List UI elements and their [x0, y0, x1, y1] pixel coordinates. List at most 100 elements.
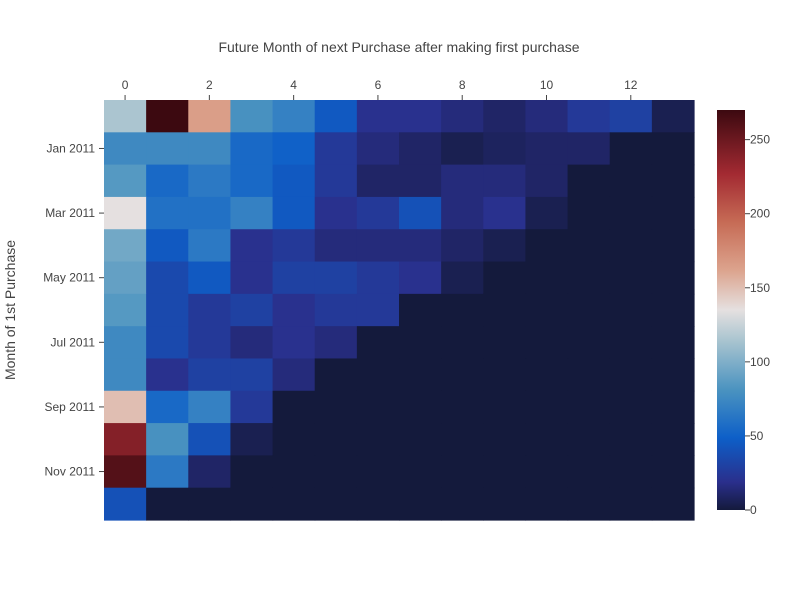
heatmap-cell	[314, 196, 358, 230]
heatmap-cell	[525, 164, 569, 198]
heatmap-cell	[146, 423, 189, 456]
heatmap-cell	[609, 423, 653, 456]
heatmap-cell	[356, 132, 400, 166]
heatmap-cell	[651, 196, 695, 230]
heatmap-cell	[609, 487, 653, 521]
heatmap-cell	[314, 100, 358, 133]
heatmap-cell	[525, 358, 569, 392]
heatmap-cell	[146, 358, 189, 392]
heatmap-cell	[609, 229, 653, 263]
heatmap-cell	[104, 164, 147, 198]
heatmap-cell	[272, 326, 316, 360]
heatmap-cell	[609, 196, 653, 230]
heatmap-cell	[483, 455, 527, 489]
heatmap-cell	[483, 132, 527, 166]
heatmap-cell	[525, 293, 569, 327]
heatmap-cell	[399, 390, 442, 424]
heatmap-cell	[567, 423, 611, 456]
heatmap-cell	[146, 390, 189, 424]
y-axis-title: Month of 1st Purchase	[2, 240, 18, 380]
heatmap-cell	[525, 423, 569, 456]
heatmap-cell	[188, 132, 232, 166]
heatmap-cell	[272, 229, 316, 263]
heatmap-cell	[525, 229, 569, 263]
heatmap-cell	[272, 164, 316, 198]
heatmap-cell	[314, 423, 358, 456]
heatmap-cell	[525, 390, 569, 424]
heatmap-cell	[567, 390, 611, 424]
heatmap-cell	[483, 358, 527, 392]
heatmap-cell	[525, 196, 569, 230]
colorbar-ticks: 0 50 100 150 200 250	[745, 133, 770, 517]
heatmap-cell	[314, 229, 358, 263]
heatmap-cell	[441, 423, 484, 456]
y-tick-label: Jan 2011	[47, 141, 96, 155]
heatmap-cell	[188, 326, 232, 360]
heatmap-cell	[567, 196, 611, 230]
heatmap-cell	[314, 487, 358, 521]
heatmap-cell	[399, 358, 442, 392]
heatmap-cell	[441, 390, 484, 424]
heatmap-cell	[230, 358, 274, 392]
heatmap-cell	[567, 229, 611, 263]
heatmap-cell	[104, 423, 147, 456]
heatmap-cell	[188, 229, 232, 263]
heatmap-cell	[356, 390, 400, 424]
heatmap-cell	[609, 164, 653, 198]
heatmap-cell	[230, 229, 274, 263]
heatmap-cell	[230, 132, 274, 166]
x-tick-label: 6	[375, 78, 382, 92]
x-tick-label: 10	[540, 78, 554, 92]
heatmap-cell	[356, 229, 400, 263]
heatmap-cell	[441, 229, 484, 263]
heatmap-cell	[483, 293, 527, 327]
heatmap-cell	[314, 132, 358, 166]
heatmap-cell	[609, 132, 653, 166]
heatmap-cell	[314, 455, 358, 489]
heatmap-cell	[525, 132, 569, 166]
colorbar-gradient	[717, 110, 745, 510]
heatmap-cell	[272, 196, 316, 230]
heatmap-cell	[146, 455, 189, 489]
heatmap-cell	[609, 293, 653, 327]
heatmap-cell	[146, 229, 189, 263]
heatmap-cell	[525, 487, 569, 521]
colorbar-tick-label: 150	[750, 281, 770, 295]
heatmap-cell	[399, 326, 442, 360]
heatmap-cell	[356, 487, 400, 521]
heatmap-cell	[272, 261, 316, 295]
heatmap-cell	[104, 196, 147, 230]
heatmap-cell	[356, 358, 400, 392]
x-tick-label: 12	[624, 78, 638, 92]
heatmap-cell	[146, 132, 189, 166]
heatmap-cell	[188, 196, 232, 230]
colorbar-tick-label: 200	[750, 207, 770, 221]
heatmap-cell	[441, 358, 484, 392]
heatmap-cell	[356, 196, 400, 230]
heatmap-cell	[399, 455, 442, 489]
heatmap-cell	[314, 261, 358, 295]
colorbar-tick-label: 0	[750, 503, 757, 517]
heatmap-cell	[188, 358, 232, 392]
heatmap-cell	[188, 455, 232, 489]
heatmap-cell	[441, 487, 484, 521]
heatmap-cell	[104, 358, 147, 392]
colorbar	[717, 110, 745, 510]
heatmap-cell	[230, 326, 274, 360]
heatmap-cell	[272, 100, 316, 133]
heatmap-cell	[399, 196, 442, 230]
heatmap-cell	[441, 261, 484, 295]
heatmap-cell	[651, 229, 695, 263]
heatmap-cell	[609, 261, 653, 295]
heatmap-cell	[230, 261, 274, 295]
heatmap-cell	[609, 358, 653, 392]
heatmap-cell	[441, 455, 484, 489]
heatmap-cell	[104, 293, 147, 327]
heatmap-cell	[525, 100, 569, 133]
heatmap-cell	[104, 487, 147, 521]
heatmap-cell	[609, 455, 653, 489]
heatmap-cell	[146, 196, 189, 230]
heatmap-cell	[609, 390, 653, 424]
heatmap-cell	[567, 455, 611, 489]
heatmap-cell	[356, 293, 400, 327]
